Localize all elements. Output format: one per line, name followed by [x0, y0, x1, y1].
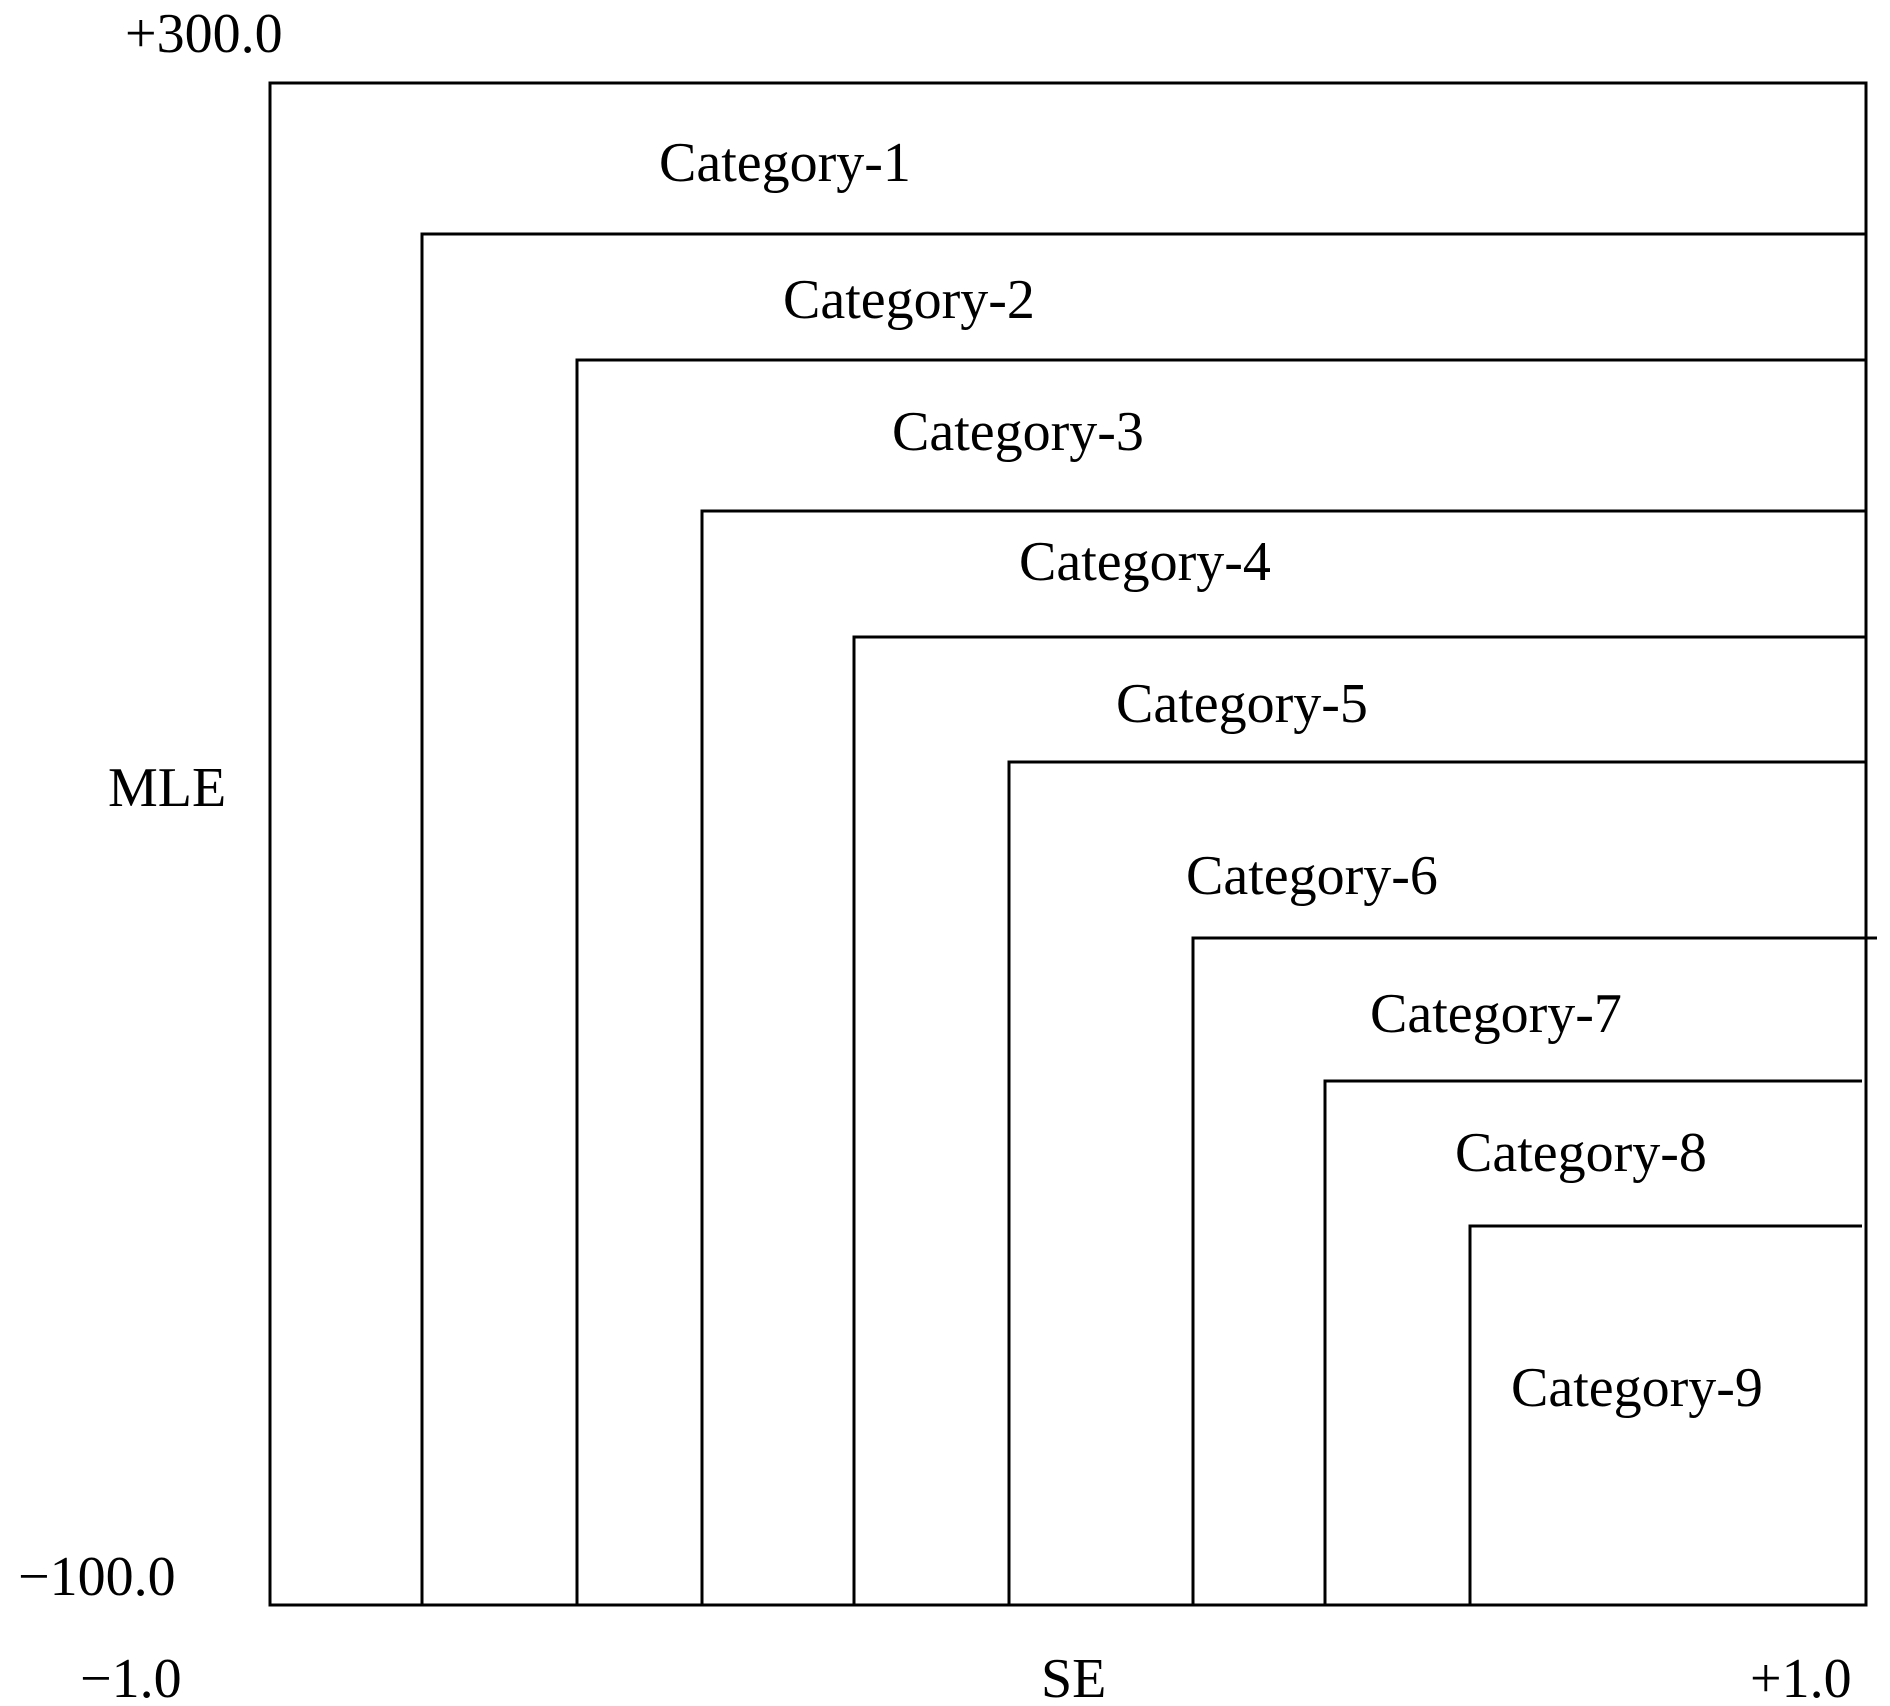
x-axis-min-label: −1.0 — [80, 1648, 182, 1706]
x-axis-title: SE — [1041, 1648, 1106, 1706]
region-boundaries — [420, 232, 1877, 1605]
boundary-3-4 — [700, 509, 1866, 1605]
boundary-8-9 — [1468, 1224, 1862, 1605]
boundary-7-8 — [1323, 1079, 1862, 1605]
category-label: Category-8 — [1455, 1122, 1707, 1184]
axis-labels: +300.0 MLE −100.0 −1.0 SE +1.0 — [18, 3, 1852, 1706]
category-label: Category-7 — [1370, 983, 1622, 1045]
boundary-4-5 — [852, 635, 1866, 1605]
y-axis-min-label: −100.0 — [18, 1546, 176, 1608]
y-axis-title: MLE — [108, 757, 226, 819]
category-label: Category-9 — [1511, 1357, 1763, 1419]
category-label: Category-1 — [659, 132, 911, 194]
plot-frame — [268, 81, 1868, 1607]
category-label: Category-5 — [1116, 673, 1368, 735]
category-label: Category-2 — [783, 269, 1035, 331]
x-axis-max-label: +1.0 — [1750, 1648, 1852, 1706]
boundary-6-7 — [1191, 936, 1877, 1605]
boundary-2-3 — [575, 358, 1866, 1605]
category-label: Category-3 — [892, 401, 1144, 463]
category-labels: Category-1 Category-2 Category-3 Categor… — [659, 132, 1763, 1419]
boundary-5-6 — [1007, 760, 1866, 1605]
category-label: Category-6 — [1186, 845, 1438, 907]
category-label: Category-4 — [1019, 531, 1271, 593]
boundary-1-2 — [420, 232, 1866, 1605]
y-axis-max-label: +300.0 — [125, 3, 283, 65]
